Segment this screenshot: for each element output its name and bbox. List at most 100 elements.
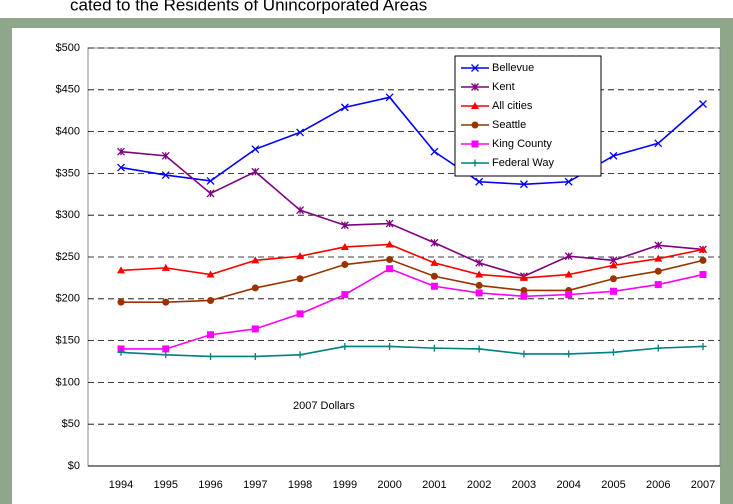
legend-label: All cities [492, 100, 533, 112]
marker [475, 177, 484, 186]
marker [296, 128, 305, 137]
marker [564, 252, 573, 261]
marker [430, 282, 438, 290]
marker [162, 345, 170, 353]
marker [609, 275, 617, 283]
marker [565, 350, 573, 358]
marker [161, 263, 170, 271]
x-tick-label: 1994 [109, 479, 133, 491]
x-tick-label: 1996 [198, 479, 222, 491]
marker [251, 167, 260, 176]
marker [699, 245, 707, 253]
marker [519, 180, 528, 189]
marker [699, 100, 707, 108]
marker [520, 286, 528, 294]
marker [520, 292, 528, 300]
x-tick-label: 2000 [377, 479, 401, 491]
marker [430, 272, 438, 280]
marker [699, 256, 707, 264]
marker [251, 145, 260, 154]
y-tick-label: $500 [56, 42, 80, 54]
x-tick-label: 2006 [646, 479, 670, 491]
marker [251, 284, 259, 292]
marker [206, 176, 215, 185]
legend-marker [471, 64, 479, 72]
y-tick-label: $300 [56, 209, 80, 221]
marker [162, 351, 170, 359]
marker [341, 291, 349, 299]
marker [475, 289, 483, 297]
x-tick-label: 2005 [601, 479, 625, 491]
marker [609, 287, 617, 295]
y-tick-label: $50 [62, 418, 80, 430]
legend-box [454, 55, 602, 177]
marker [386, 342, 394, 350]
marker [654, 267, 662, 275]
marker [340, 242, 349, 250]
marker [162, 298, 170, 306]
marker [296, 275, 304, 283]
marker [296, 206, 305, 215]
marker [475, 270, 484, 278]
legend-label: Seattle [492, 119, 526, 131]
legend-marker [471, 83, 479, 91]
y-tick-label: $150 [56, 335, 80, 347]
y-tick-label: $100 [56, 376, 80, 388]
marker [206, 189, 215, 198]
marker [207, 296, 215, 304]
marker [117, 147, 125, 156]
series-line [120, 150, 704, 278]
legend-label: Bellevue [492, 62, 534, 74]
marker [341, 261, 349, 269]
marker [654, 344, 662, 352]
marker [385, 93, 394, 102]
marker [564, 270, 573, 278]
marker [340, 221, 349, 230]
marker [565, 291, 573, 299]
marker [296, 351, 304, 359]
marker [430, 147, 439, 156]
legend-label: Federal Way [492, 157, 554, 169]
marker [251, 256, 260, 264]
legend-marker [471, 102, 479, 109]
legend-label: Kent [492, 81, 515, 93]
y-tick-label: $450 [56, 84, 80, 96]
marker [251, 325, 259, 333]
marker [117, 163, 125, 172]
x-tick-label: 2004 [556, 479, 580, 491]
marker [519, 273, 528, 281]
marker [654, 281, 662, 289]
annotation: 2007 Dollars [293, 400, 355, 412]
marker [117, 348, 125, 356]
legend-marker [471, 121, 479, 129]
marker [475, 258, 484, 267]
x-tick-label: 2003 [512, 479, 536, 491]
marker [117, 266, 125, 274]
series-line [120, 96, 704, 186]
marker [430, 258, 439, 266]
marker [430, 238, 439, 247]
legend-marker [471, 159, 479, 167]
x-tick-label: 2002 [467, 479, 491, 491]
marker [385, 240, 394, 248]
marker [207, 331, 215, 339]
y-tick-label: $350 [56, 167, 80, 179]
series-line [121, 258, 704, 303]
y-tick-label: $0 [68, 460, 80, 472]
marker [340, 103, 349, 112]
x-tick-label: 1995 [154, 479, 178, 491]
marker [161, 171, 170, 180]
marker [296, 252, 305, 260]
marker [654, 139, 663, 148]
marker [341, 342, 349, 350]
marker [385, 219, 394, 228]
marker [654, 241, 663, 250]
marker [206, 270, 215, 278]
marker [520, 350, 528, 358]
marker [475, 345, 483, 353]
marker [386, 256, 394, 264]
legend-label: King County [492, 138, 552, 150]
series-line [121, 267, 704, 350]
marker [475, 281, 483, 289]
